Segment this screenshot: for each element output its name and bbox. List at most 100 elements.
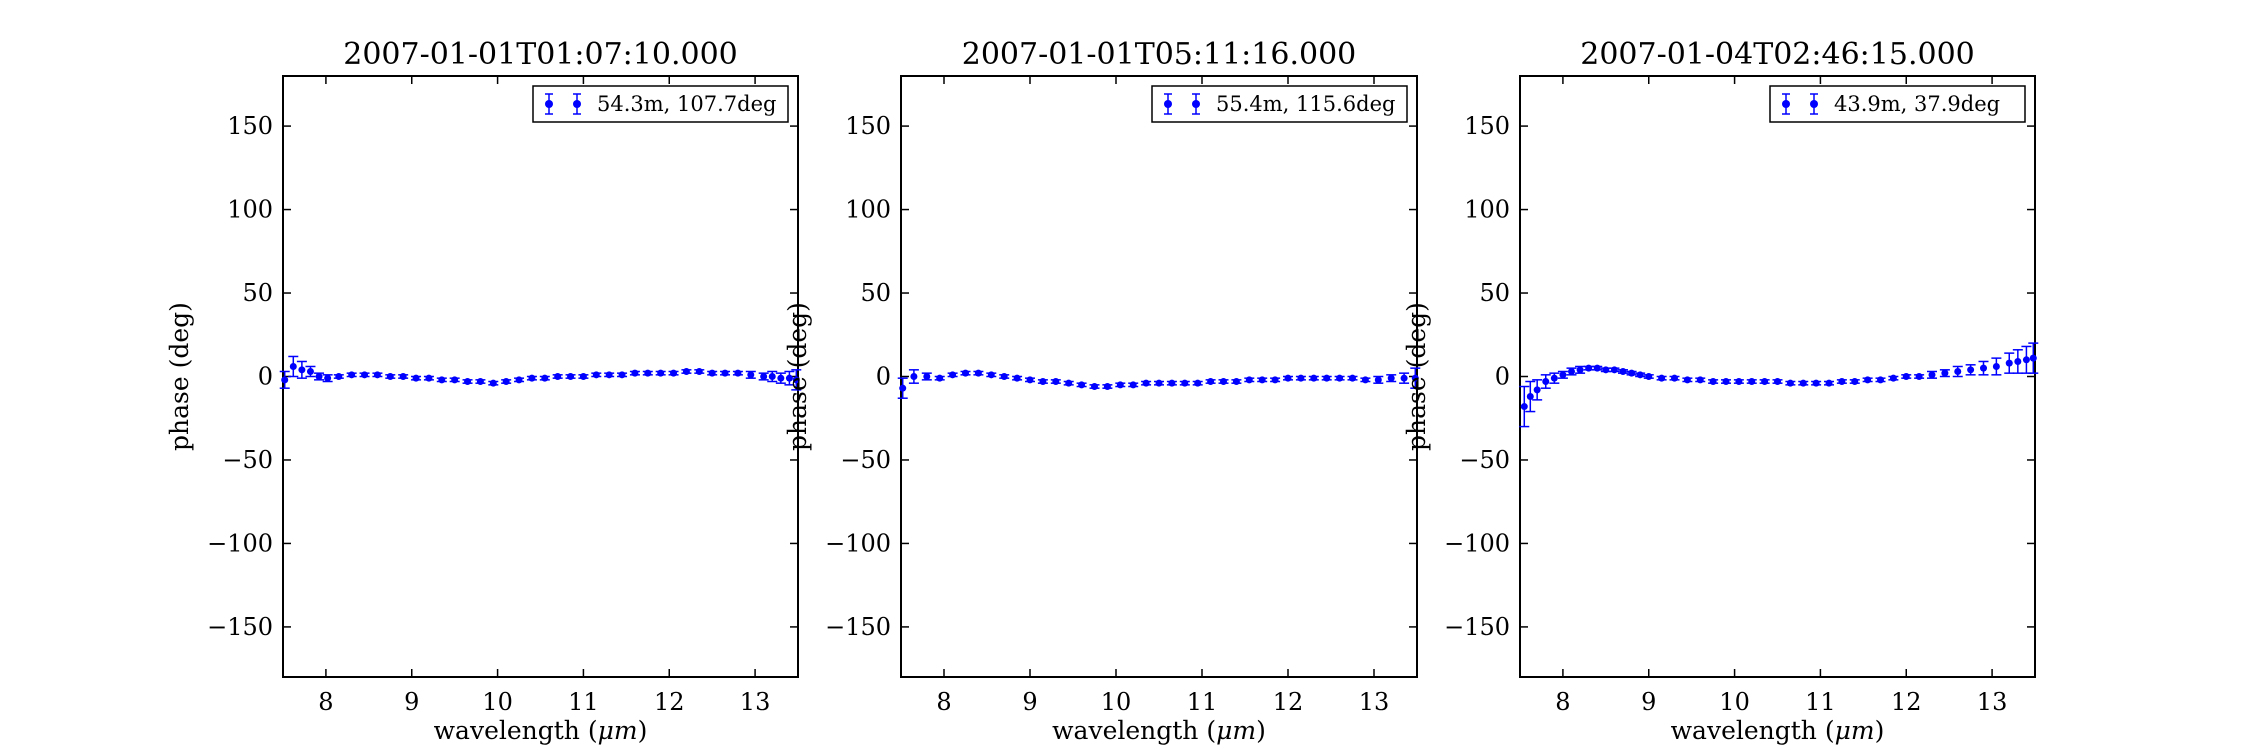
data-point [1636,371,1644,379]
data-point [1799,379,1807,387]
x-axis-label: wavelength (μm) [1671,716,1885,745]
data-point [708,369,716,377]
data-point [361,371,369,379]
data-point [747,371,755,379]
data-point [1387,374,1395,382]
legend-marker [1164,100,1172,108]
y-tick-label: −150 [207,613,273,641]
x-axis-label-text: wavelength ( [434,716,598,745]
data-point [734,369,742,377]
data-point [289,362,297,370]
legend: 54.3m, 107.7deg [532,85,789,123]
x-axis-label: wavelength (μm) [1052,716,1266,745]
data-point [1026,376,1034,384]
y-tick-label: 50 [860,279,891,307]
data-point [1310,374,1318,382]
data-point [489,379,497,387]
data-point [657,369,665,377]
chart-title: 2007-01-04T02:46:15.000 [1580,37,1975,72]
data-point [386,373,394,380]
data-point [1207,378,1215,386]
x-axis-label-unit: μm [1216,716,1256,745]
data-point [1284,374,1292,382]
y-tick-label: 150 [845,112,891,140]
y-axis-label: phase (deg) [165,302,194,451]
data-point [1645,373,1653,380]
data-point [528,374,536,382]
data-point [1526,393,1534,401]
chart-panel-3: 2007-01-04T02:46:15.000 8 9 10 11 12 13 150 100 5… [1402,37,2039,745]
data-point [1889,374,1897,382]
data-point [1602,366,1610,374]
data-point [1142,379,1150,387]
data-point [1297,374,1305,382]
x-tick-label: 8 [318,688,333,716]
data-point [1550,374,1558,382]
data-point [502,378,510,386]
x-axis-label-unit: μm [1835,716,1875,745]
legend-marker [1782,100,1790,108]
data-point [936,374,944,382]
data-point [1258,376,1266,384]
x-tick-label: 11 [1187,688,1218,716]
data-point [1761,378,1769,386]
data-point [974,369,982,377]
data-point [425,374,433,382]
x-tick-label: 9 [1641,688,1656,716]
legend: 43.9m, 37.9deg [1769,85,2026,123]
data-point [1052,378,1060,386]
data-point [1568,367,1575,375]
data-point [1065,379,1073,387]
data-point [1542,378,1550,386]
data-point [1374,376,1382,384]
x-axis-label-text: wavelength ( [1671,716,1835,745]
data-point [1116,381,1124,389]
data-point [464,378,472,386]
legend-marker [1192,100,1200,108]
data-point [721,369,729,377]
x-tick-label: 13 [740,688,771,716]
data-point [899,384,907,392]
data-point [1576,366,1584,374]
legend-label: 55.4m, 115.6deg [1216,92,1395,116]
data-point [1000,373,1008,380]
x-axis-label-close: ) [1875,716,1885,745]
data-point [1039,378,1047,386]
y-tick-label: −50 [222,446,273,474]
data-point [1194,379,1202,387]
data-point [1967,366,1975,374]
data-series [1519,342,2039,428]
data-point [451,376,459,384]
data-point [1336,374,1344,382]
data-point [2022,356,2030,364]
data-point [2029,354,2037,362]
data-point [1786,379,1794,387]
data-series [897,367,1421,399]
data-point [412,374,420,382]
legend: 55.4m, 115.6deg [1151,85,1408,123]
x-axis-label-close: ) [1256,716,1266,745]
y-tick-label: 0 [1495,363,1510,391]
y-tick-label: 0 [876,363,891,391]
data-point [1851,378,1859,386]
data-point [1013,374,1021,382]
data-point [1671,374,1678,382]
data-point [1709,378,1717,386]
data-point [1954,367,1962,375]
y-tick-label: 100 [227,196,273,224]
data-point [682,367,690,375]
data-point [1585,364,1593,372]
x-tick-label: 12 [654,688,685,716]
y-tick-label: −50 [840,446,891,474]
data-point [1825,379,1833,387]
y-tick-label: −100 [825,529,891,557]
chart-title: 2007-01-01T01:07:10.000 [343,37,738,72]
data-point [1928,371,1936,379]
x-tick-label: 9 [1022,688,1037,716]
data-point [670,369,678,377]
data-point [348,371,356,379]
data-point [2014,357,2022,365]
x-tick-label: 11 [568,688,599,716]
y-tick-label: −150 [1444,613,1510,641]
data-point [2005,359,2013,367]
